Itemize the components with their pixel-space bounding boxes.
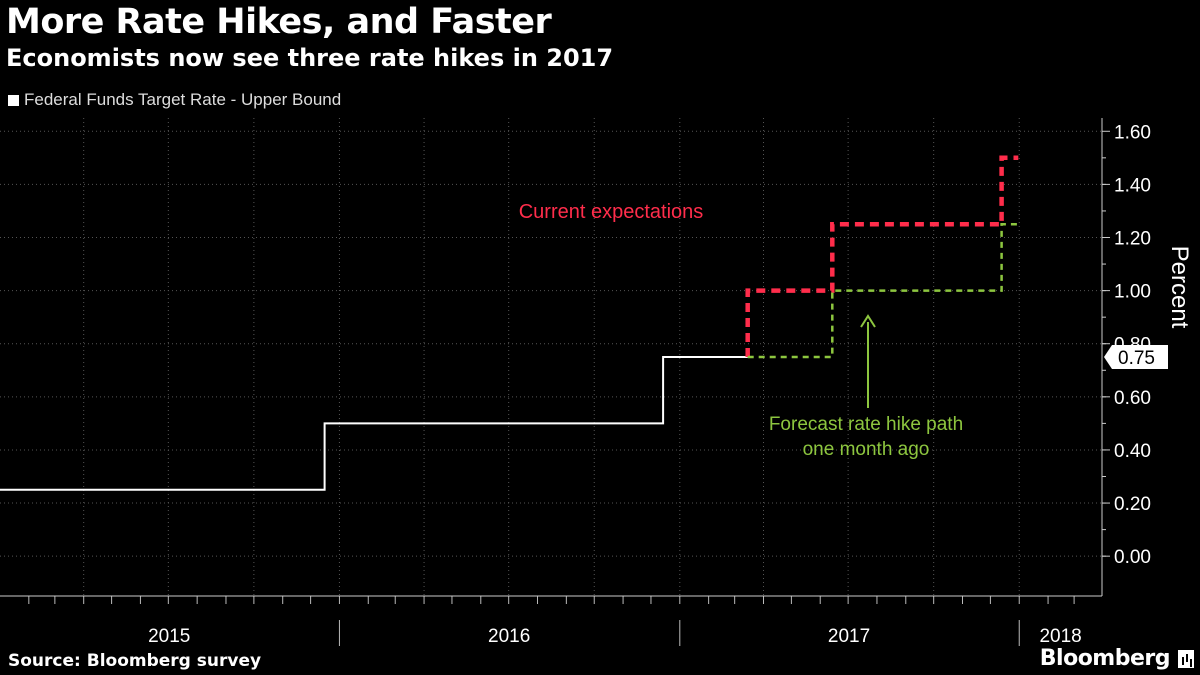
brand-logo-text: Bloomberg [1039,646,1171,671]
x-year-label: 2017 [828,626,870,647]
chart-title: More Rate Hikes, and Faster [6,2,552,42]
x-year-label: 2015 [148,626,190,647]
legend-label: Federal Funds Target Rate - Upper Bound [24,90,342,109]
legend-swatch [8,94,19,106]
x-year-label: 2018 [1039,626,1081,647]
y-axis-title: Percent [1166,246,1193,329]
y-tick-label: 1.20 [1114,229,1151,250]
y-tick-label: 1.00 [1114,282,1151,303]
series-line-1 [745,155,1019,357]
annotation-arrow-head [860,314,876,328]
annotations: 0.75 Current expectations Forecast rate hi… [519,201,1168,460]
y-tick-label: 0.40 [1114,441,1151,462]
y-tick-label: 0.00 [1114,547,1151,568]
y-tick-label: 0.20 [1114,494,1151,515]
series-line-0 [0,356,748,491]
source-note: Source: Bloomberg survey [8,651,262,671]
y-tick-label: 0.60 [1114,388,1151,409]
series-line-2 [747,222,1019,359]
series-layer [0,155,1019,491]
x-year-label: 2016 [488,626,530,647]
annotation-prior-line: Forecast rate hike path [769,414,963,435]
y-tick-label: 1.60 [1114,122,1151,143]
grid-lines [0,118,1102,596]
bloomberg-chart-icon [1178,650,1194,668]
last-value-label: 0.75 [1118,348,1155,369]
chart-legend: Federal Funds Target Rate - Upper Bound [8,90,341,110]
last-value-marker: 0.75 [1104,345,1168,369]
annotation-prior-line: one month ago [803,439,930,460]
last-value-box [1104,345,1168,369]
chart-subtitle: Economists now see three rate hikes in 2… [6,44,614,72]
y-tick-label: 1.40 [1114,175,1151,196]
annotation-current: Current expectations [519,201,704,223]
axes: 1.601.401.201.000.800.600.400.200.002015… [0,118,1193,647]
